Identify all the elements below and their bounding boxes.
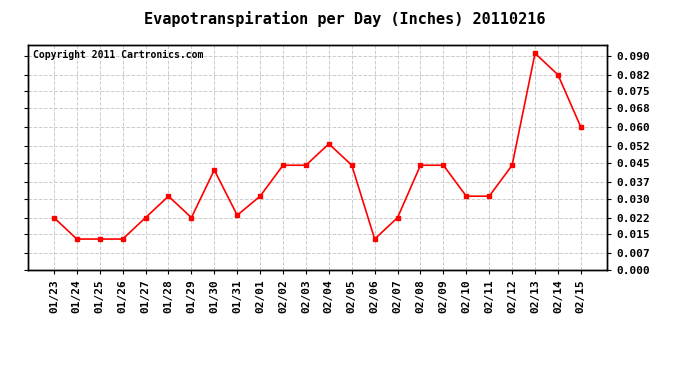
Text: Copyright 2011 Cartronics.com: Copyright 2011 Cartronics.com — [33, 50, 204, 60]
Text: Evapotranspiration per Day (Inches) 20110216: Evapotranspiration per Day (Inches) 2011… — [144, 11, 546, 27]
